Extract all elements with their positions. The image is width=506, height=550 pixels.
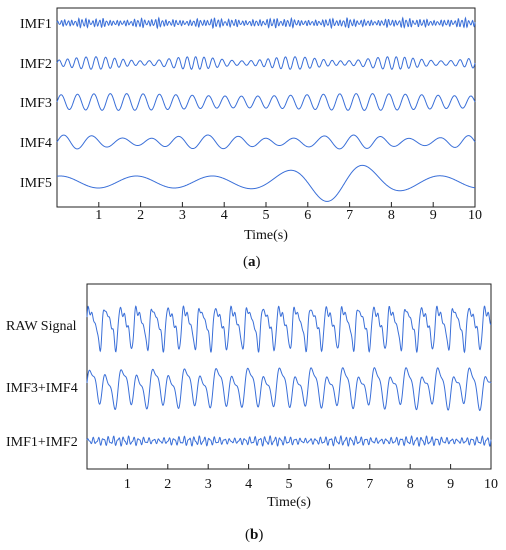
x-tick-label: 10 — [468, 208, 482, 223]
x-tick-label: 5 — [263, 208, 270, 223]
x-tick-label: 4 — [245, 477, 252, 492]
series-label-imf5: IMF5 — [20, 176, 52, 191]
x-tick-label: 3 — [205, 477, 212, 492]
x-tick-label: 9 — [430, 208, 437, 223]
caption-a: (a) — [243, 254, 261, 271]
x-tick-label: 2 — [164, 477, 171, 492]
caption-b-open: ( — [245, 527, 250, 543]
x-tick-label: 1 — [95, 208, 102, 223]
x-tick-label: 10 — [484, 477, 498, 492]
caption-b: (b) — [245, 527, 263, 544]
series-line-imf1-imf2 — [86, 435, 492, 448]
series-line-imf3 — [56, 93, 476, 111]
series-label-imf3: IMF3 — [20, 96, 52, 111]
x-tick-label: 8 — [388, 208, 395, 223]
caption-a-open: ( — [243, 254, 248, 270]
series-line-imf2 — [56, 56, 476, 70]
x-tick-label: 8 — [407, 477, 414, 492]
series-label-imf1-imf2: IMF1+IMF2 — [6, 435, 78, 450]
x-tick-label: 7 — [346, 208, 353, 223]
series-line-imf1 — [56, 16, 476, 30]
x-tick-label: 4 — [221, 208, 228, 223]
x-tick-label: 2 — [137, 208, 144, 223]
x-tick-label: 9 — [447, 477, 454, 492]
x-axis-label: Time(s) — [244, 228, 288, 243]
x-tick-label: 7 — [366, 477, 373, 492]
x-tick-label: 3 — [179, 208, 186, 223]
x-axis-label: Time(s) — [267, 495, 311, 510]
x-tick-label: 6 — [326, 477, 333, 492]
caption-b-close: ) — [258, 527, 264, 543]
x-tick-label: 6 — [304, 208, 311, 223]
plot-frame-a — [56, 7, 476, 208]
series-label-imf2: IMF2 — [20, 57, 52, 72]
caption-b-letter: b — [250, 527, 259, 543]
caption-a-letter: a — [248, 254, 256, 270]
series-line-imf5 — [56, 164, 476, 202]
x-tick-label: 5 — [286, 477, 293, 492]
series-label-imf1: IMF1 — [20, 17, 52, 32]
series-label-imf4: IMF4 — [20, 136, 52, 151]
series-label-imf3-imf4: IMF3+IMF4 — [6, 381, 78, 396]
series-line-imf4 — [56, 134, 476, 150]
series-line-raw-signal — [86, 305, 492, 354]
series-line-imf3-imf4 — [86, 367, 492, 412]
x-tick-label: 1 — [124, 477, 131, 492]
series-label-raw-signal: RAW Signal — [6, 319, 77, 334]
caption-a-close: ) — [255, 254, 261, 270]
